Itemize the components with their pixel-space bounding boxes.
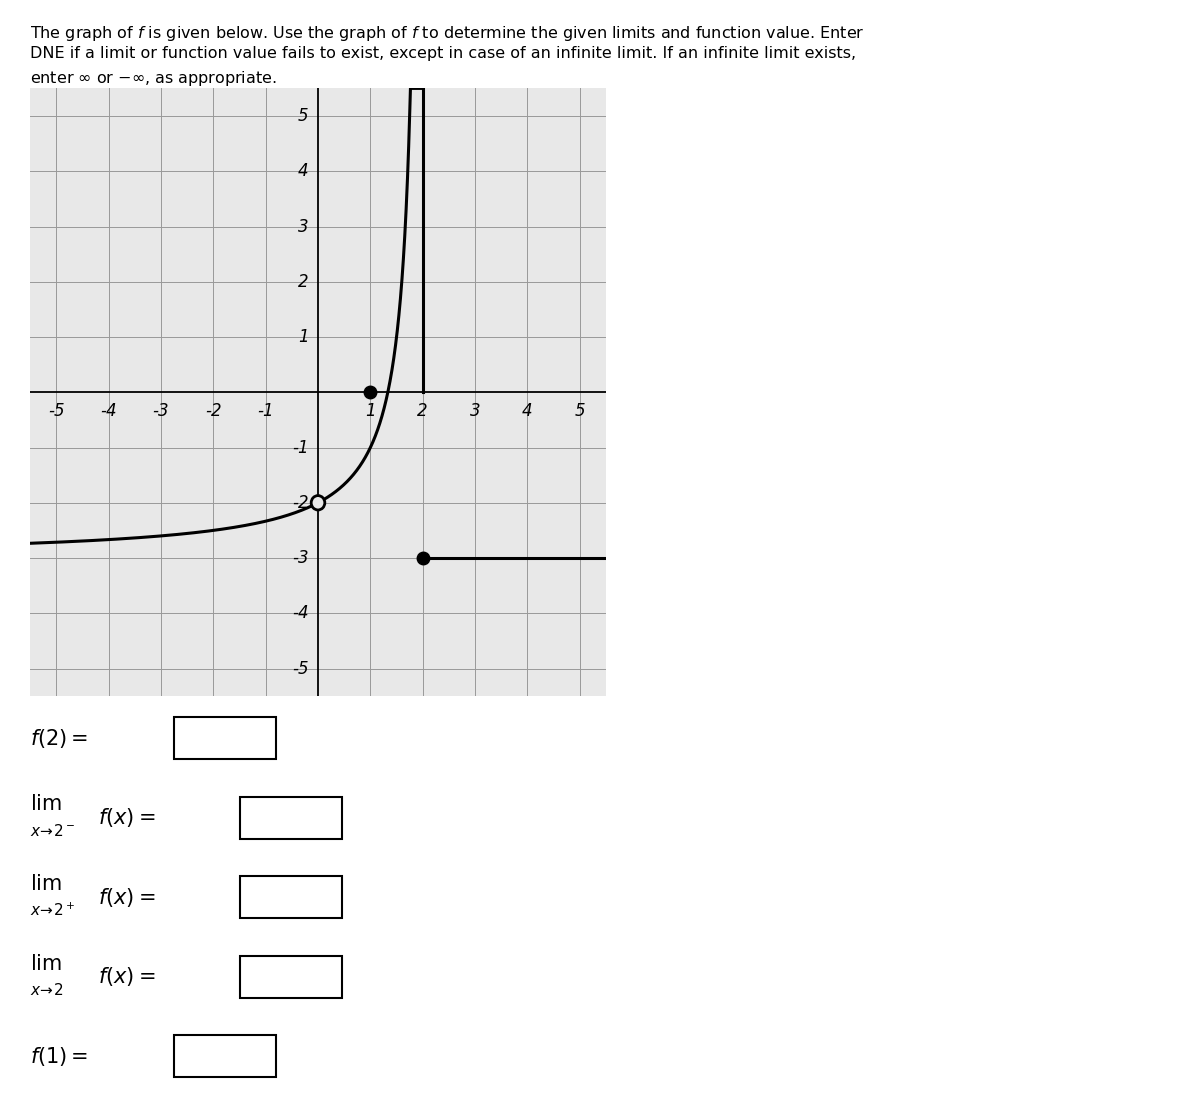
Text: $\lim$: $\lim$ (30, 794, 62, 814)
Text: 5: 5 (575, 402, 586, 420)
Text: $\lim$: $\lim$ (30, 954, 62, 974)
Text: -3: -3 (152, 402, 169, 420)
Text: -3: -3 (292, 549, 308, 567)
Text: -2: -2 (205, 402, 222, 420)
Text: -1: -1 (257, 402, 274, 420)
Text: $\lim$: $\lim$ (30, 874, 62, 894)
Text: 4: 4 (298, 162, 308, 180)
Text: $f(x) =$: $f(x) =$ (98, 807, 156, 829)
Text: $x\!\to\!2^-$: $x\!\to\!2^-$ (30, 823, 74, 839)
Text: -1: -1 (292, 439, 308, 456)
Circle shape (311, 495, 325, 509)
Text: 2: 2 (418, 402, 428, 420)
Text: -5: -5 (292, 660, 308, 677)
Text: $f(2) =$: $f(2) =$ (30, 727, 89, 749)
Text: $f(x) =$: $f(x) =$ (98, 886, 156, 908)
Text: 3: 3 (298, 218, 308, 235)
Text: $x\!\to\!2$: $x\!\to\!2$ (30, 982, 64, 998)
Text: 3: 3 (469, 402, 480, 420)
Text: -4: -4 (101, 402, 116, 420)
Text: enter $\infty$ or $-\infty$, as appropriate.: enter $\infty$ or $-\infty$, as appropri… (30, 69, 277, 87)
Text: 1: 1 (298, 328, 308, 346)
Text: $x\!\to\!2^+$: $x\!\to\!2^+$ (30, 902, 74, 919)
Text: 5: 5 (298, 107, 308, 125)
Text: 2: 2 (298, 273, 308, 291)
Text: 1: 1 (365, 402, 376, 420)
Text: 4: 4 (522, 402, 533, 420)
Text: $f(1) =$: $f(1) =$ (30, 1045, 89, 1067)
Text: $f(x) =$: $f(x) =$ (98, 966, 156, 988)
Text: -5: -5 (48, 402, 65, 420)
Text: -2: -2 (292, 494, 308, 512)
Text: The graph of $f$ is given below. Use the graph of $f$ to determine the given lim: The graph of $f$ is given below. Use the… (30, 24, 864, 43)
Text: -4: -4 (292, 604, 308, 622)
Text: DNE if a limit or function value fails to exist, except in case of an infinite l: DNE if a limit or function value fails t… (30, 46, 856, 62)
